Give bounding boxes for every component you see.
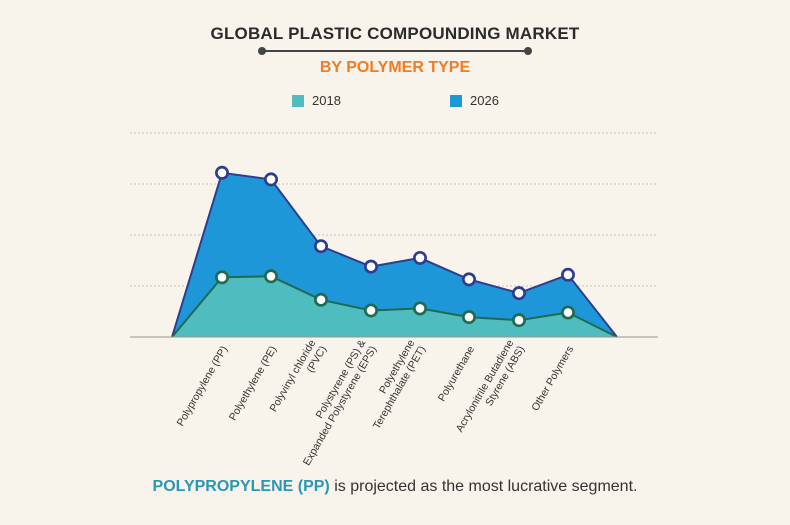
chart-subtitle: BY POLYMER TYPE	[319, 59, 471, 76]
point-2026-5-inner	[464, 275, 474, 284]
underline-dot-left	[258, 47, 266, 55]
legend-label-2018: 2018	[312, 93, 341, 108]
point-2018-0-inner	[217, 273, 227, 282]
legend-item-2026: 2026	[450, 93, 499, 108]
point-2018-7-inner	[563, 308, 573, 317]
category-label-line: Polyurethane	[436, 344, 477, 404]
legend-swatch-2026	[450, 94, 462, 107]
point-2026-7-inner	[563, 270, 573, 280]
legend-item-2018: 2018	[292, 93, 341, 108]
category-label-0: Polypropylene (PP)	[175, 344, 231, 428]
legend-label-2026: 2026	[470, 93, 499, 108]
point-2026-2-inner	[316, 241, 326, 251]
footer-caption: POLYPROPYLENE (PP) is projected as the m…	[0, 478, 790, 496]
point-2026-3-inner	[366, 262, 376, 271]
series-2018-area	[172, 276, 617, 337]
category-label-5: Polyurethane	[436, 344, 477, 404]
point-2026-0-inner	[217, 168, 227, 178]
point-2018-6-inner	[514, 315, 524, 325]
footer-highlight: POLYPROPYLENE (PP)	[152, 478, 330, 495]
point-2018-5-inner	[464, 312, 474, 322]
point-2026-6-inner	[514, 288, 524, 298]
series-2018-line	[171, 275, 618, 338]
underline-dot-right	[524, 47, 532, 55]
point-2018-4-inner	[415, 304, 425, 313]
category-label-7: Other Polymers	[529, 344, 576, 413]
point-2018-2-inner	[316, 295, 326, 305]
category-label-line: Polypropylene (PP)	[175, 344, 231, 428]
title-underline	[258, 47, 532, 55]
point-2026-4-inner	[415, 253, 425, 263]
point-2018-3-inner	[366, 306, 376, 315]
point-2018-1-inner	[266, 272, 276, 281]
category-label-line: Other Polymers	[529, 344, 576, 413]
legend-swatch-2018	[292, 94, 304, 107]
footer-text: is projected as the most lucrative segme…	[329, 478, 638, 495]
series-2026-line	[171, 171, 618, 338]
chart-title: GLOBAL PLASTIC COMPOUNDING MARKET	[210, 24, 580, 43]
point-2026-1-inner	[266, 175, 276, 184]
